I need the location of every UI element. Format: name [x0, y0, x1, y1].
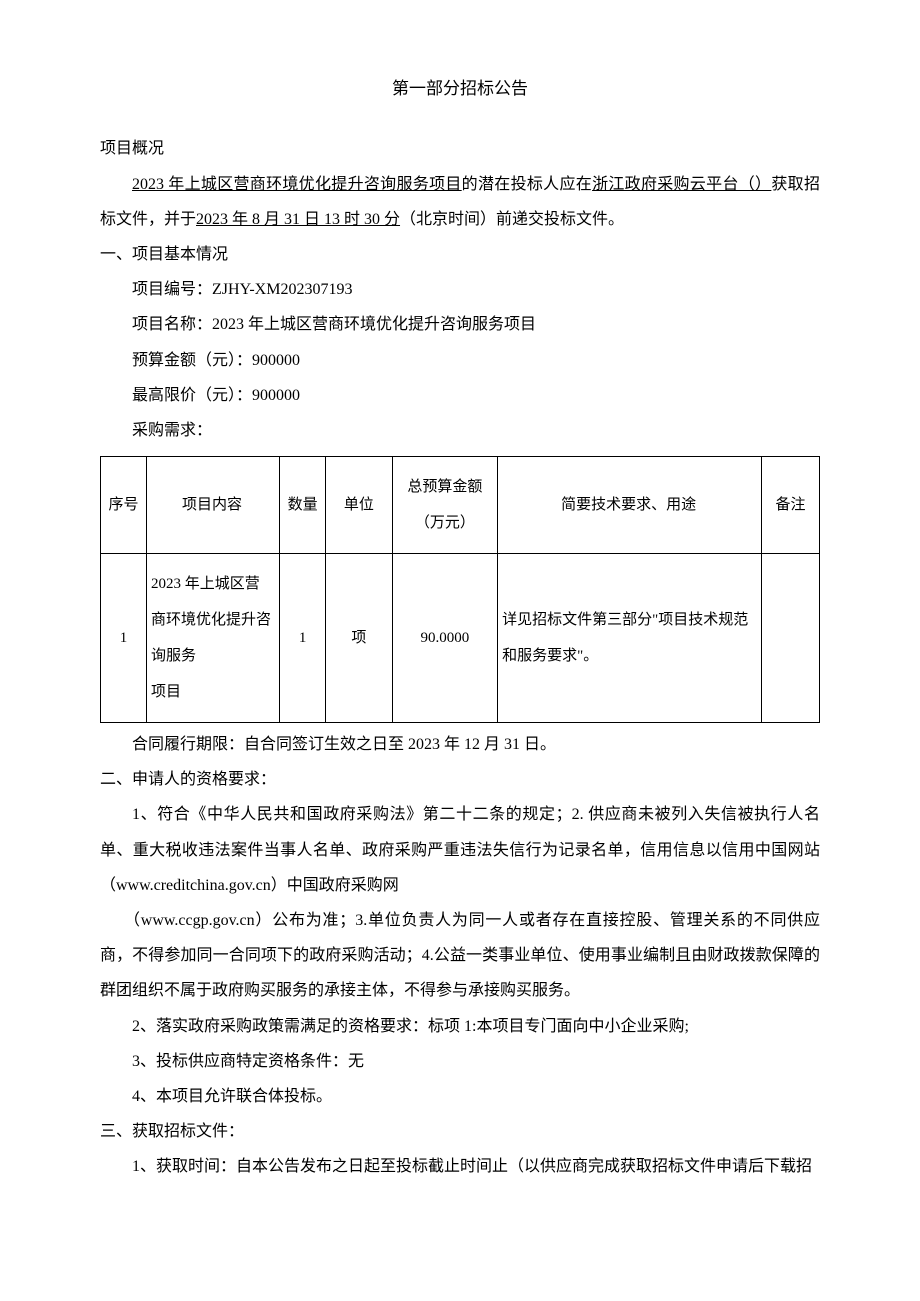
- project-name-label: 项目名称：: [132, 316, 212, 333]
- cell-budget: 90.0000: [392, 554, 498, 723]
- intro-platform: 浙江政府采购云平台（）: [592, 176, 771, 193]
- project-name-value: 2023 年上城区营商环境优化提升咨询服务项目: [212, 316, 536, 333]
- project-no-value: ZJHY-XM202307193: [212, 281, 352, 298]
- budget-label: 预算金额（元）：: [132, 352, 252, 369]
- overview-label: 项目概况: [100, 131, 820, 166]
- header-unit: 单位: [326, 457, 392, 554]
- header-qty: 数量: [280, 457, 326, 554]
- project-name-row: 项目名称：2023 年上城区营商环境优化提升咨询服务项目: [100, 307, 820, 342]
- requirement-4: 4、本项目允许联合体投标。: [100, 1079, 820, 1114]
- contract-period: 合同履行期限：自合同签订生效之日至 2023 年 12 月 31 日。: [100, 727, 820, 762]
- table-header-row: 序号 项目内容 数量 单位 总预算金额（万元） 简要技术要求、用途 备注: [101, 457, 820, 554]
- header-tech: 简要技术要求、用途: [498, 457, 762, 554]
- requirements-table: 序号 项目内容 数量 单位 总预算金额（万元） 简要技术要求、用途 备注 1 2…: [100, 456, 820, 723]
- requirement-3: 3、投标供应商特定资格条件：无: [100, 1044, 820, 1079]
- document-title: 第一部分招标公告: [100, 70, 820, 107]
- requirement-1: 1、符合《中华人民共和国政府采购法》第二十二条的规定；2. 供应商未被列入失信被…: [100, 797, 820, 903]
- maxprice-row: 最高限价（元）：900000: [100, 378, 820, 413]
- cell-content-line1: 2023 年上城区营商环境优化提升咨询服务: [151, 576, 271, 664]
- section-1-title: 一、项目基本情况: [100, 237, 820, 272]
- cell-unit: 项: [326, 554, 392, 723]
- budget-row: 预算金额（元）：900000: [100, 343, 820, 378]
- header-note: 备注: [762, 457, 820, 554]
- maxprice-value: 900000: [252, 387, 300, 404]
- demand-label: 采购需求：: [100, 413, 820, 448]
- intro-mid: 的潜在投标人应在: [462, 176, 592, 193]
- requirement-1b: （www.ccgp.gov.cn）公布为准；3.单位负责人为同一人或者存在直接控…: [100, 903, 820, 1009]
- budget-value: 900000: [252, 352, 300, 369]
- intro-paragraph: 2023 年上城区营商环境优化提升咨询服务项目的潜在投标人应在浙江政府采购云平台…: [100, 167, 820, 237]
- intro-deadline: 2023 年 8 月 31 日 13 时 30 分: [196, 211, 400, 228]
- cell-qty: 1: [280, 554, 326, 723]
- project-no-label: 项目编号：: [132, 281, 212, 298]
- obtain-1: 1、获取时间：自本公告发布之日起至投标截止时间止（以供应商完成获取招标文件申请后…: [100, 1149, 820, 1184]
- header-content: 项目内容: [146, 457, 279, 554]
- cell-content-line2: 项目: [151, 684, 181, 700]
- project-no-row: 项目编号：ZJHY-XM202307193: [100, 272, 820, 307]
- cell-tech: 详见招标文件第三部分"项目技术规范和服务要求"。: [498, 554, 762, 723]
- section-3-title: 三、获取招标文件：: [100, 1114, 820, 1149]
- section-2-title: 二、申请人的资格要求：: [100, 762, 820, 797]
- cell-content: 2023 年上城区营商环境优化提升咨询服务 项目: [146, 554, 279, 723]
- requirement-2: 2、落实政府采购政策需满足的资格要求：标项 1:本项目专门面向中小企业采购;: [100, 1009, 820, 1044]
- cell-seq: 1: [101, 554, 147, 723]
- table-row: 1 2023 年上城区营商环境优化提升咨询服务 项目 1 项 90.0000 详…: [101, 554, 820, 723]
- header-budget: 总预算金额（万元）: [392, 457, 498, 554]
- maxprice-label: 最高限价（元）：: [132, 387, 252, 404]
- header-seq: 序号: [101, 457, 147, 554]
- cell-note: [762, 554, 820, 723]
- intro-end: （北京时间）前递交投标文件。: [400, 211, 624, 228]
- intro-project: 2023 年上城区营商环境优化提升咨询服务项目: [132, 176, 462, 193]
